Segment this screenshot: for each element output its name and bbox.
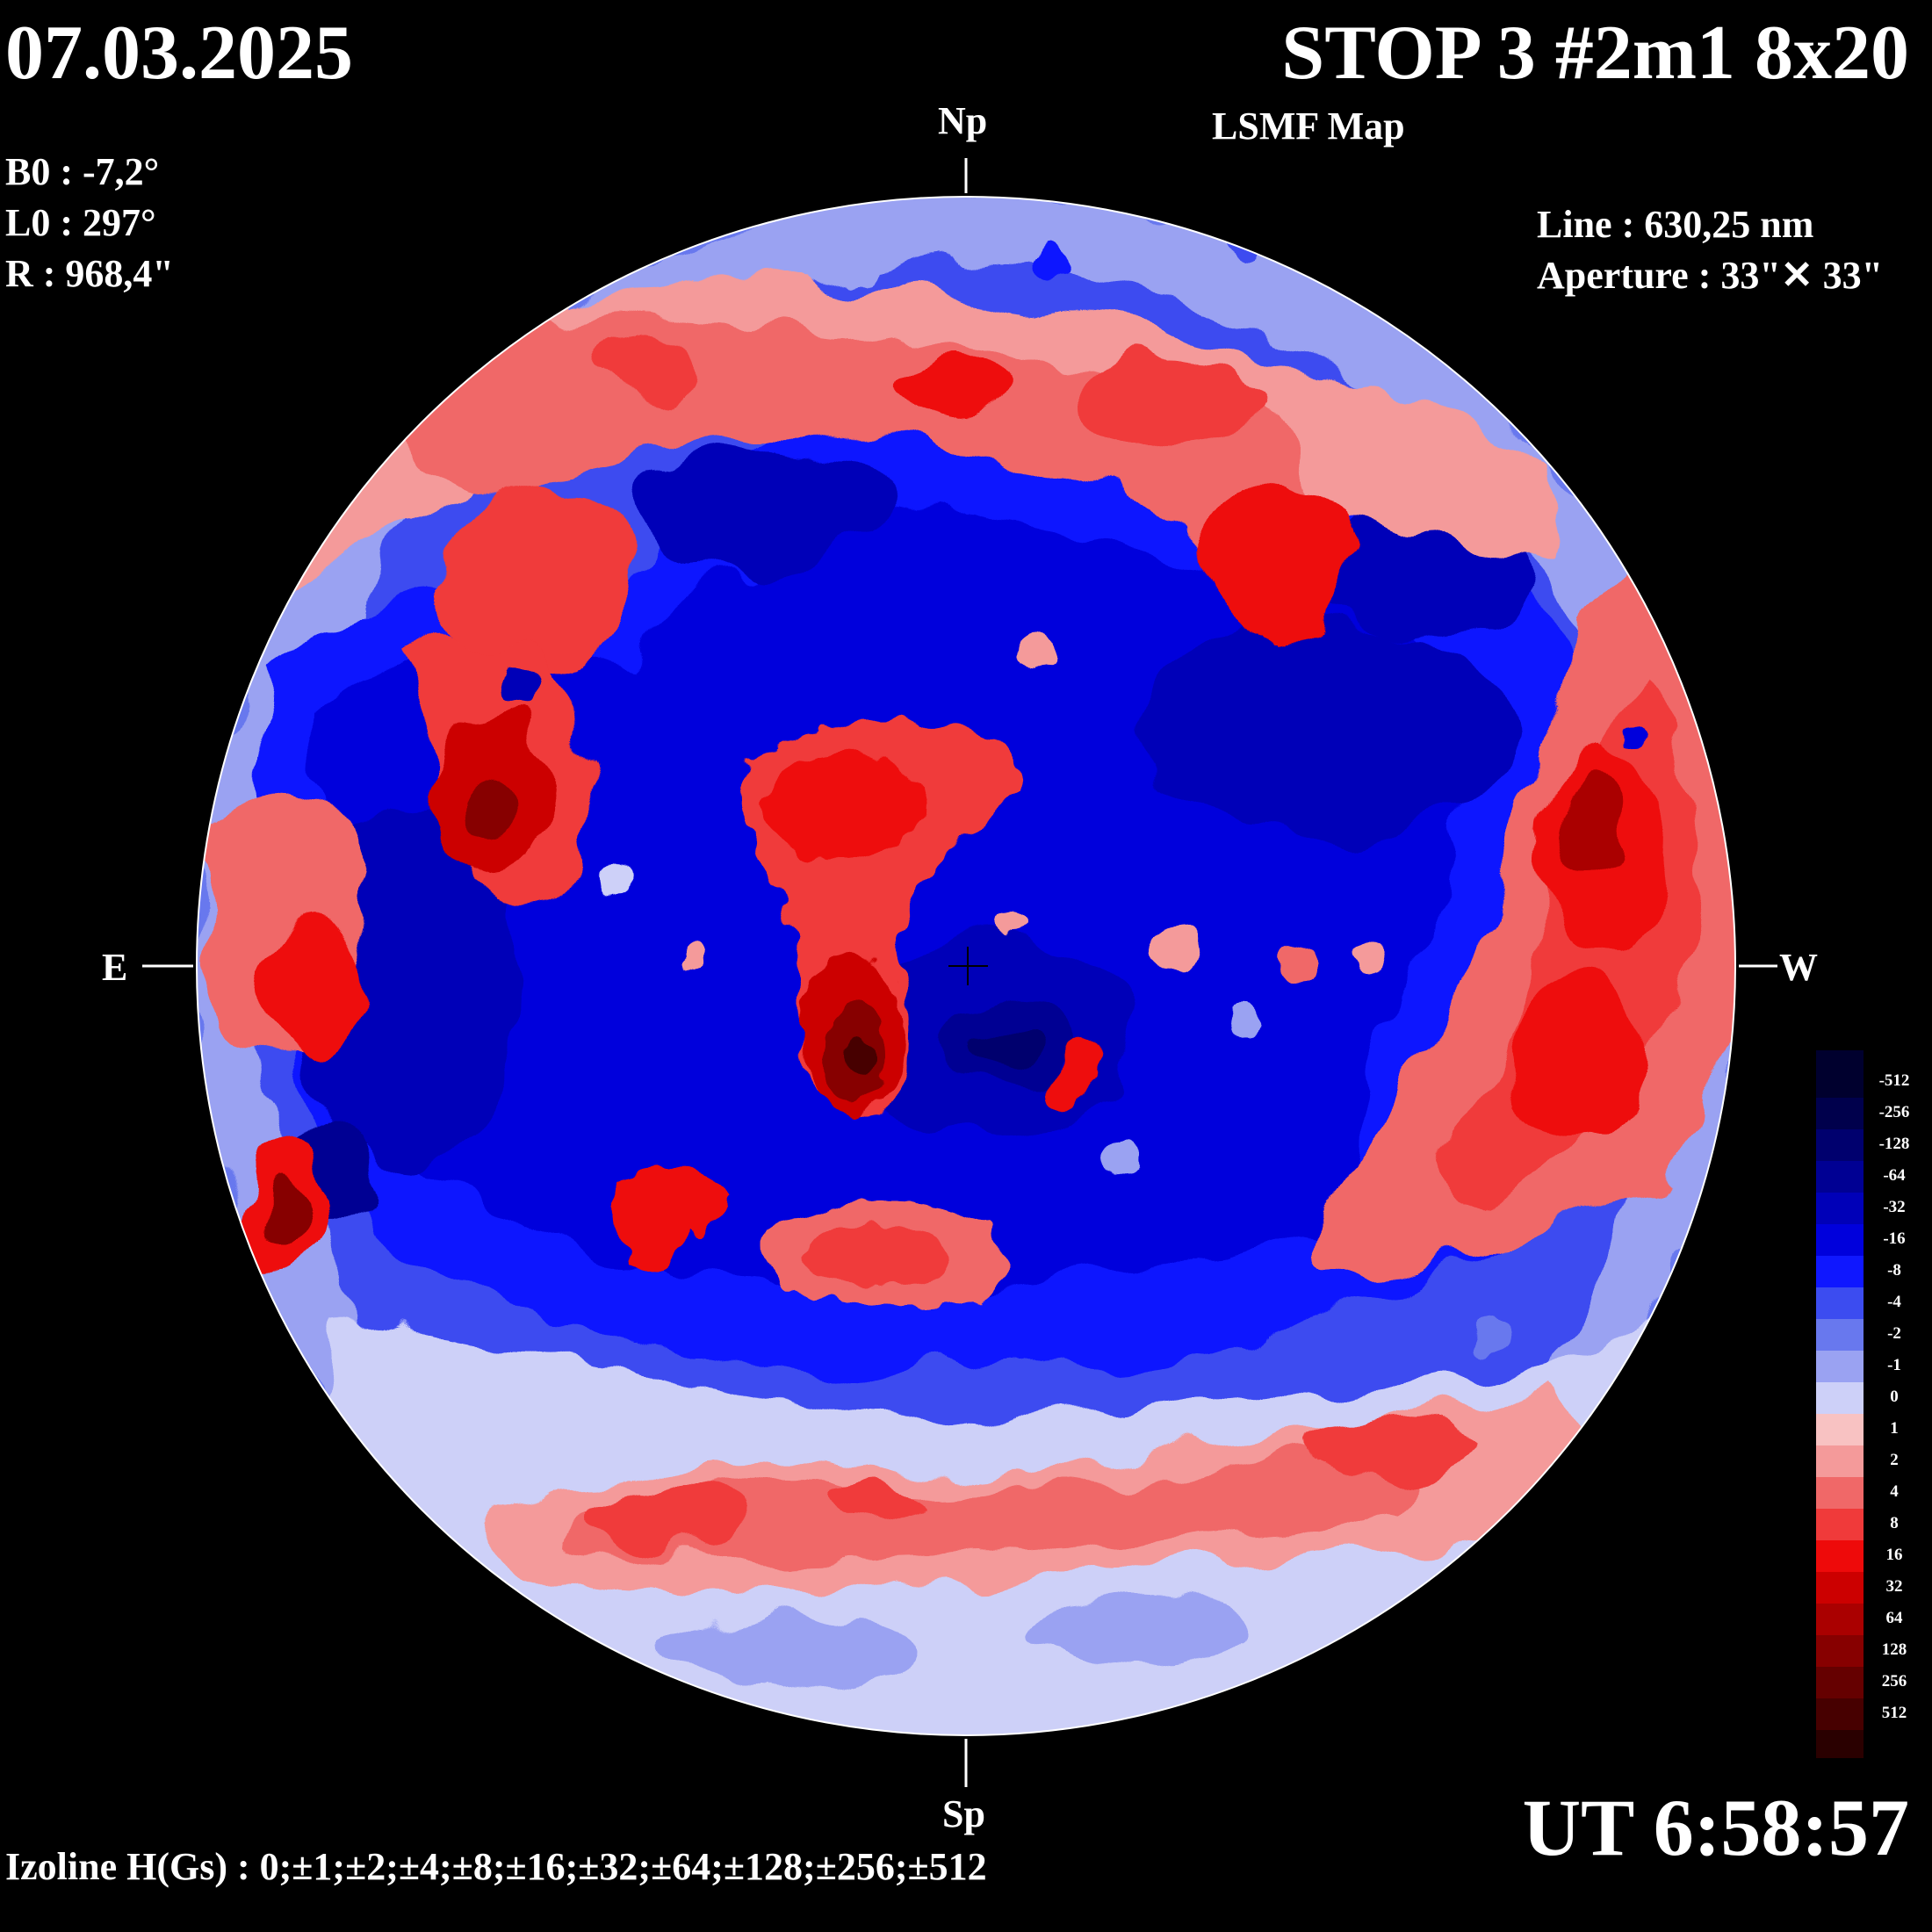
colorbar-label: 0: [1890, 1388, 1899, 1406]
colorbar-label: -512: [1878, 1071, 1910, 1090]
axis-label-west: W: [1779, 946, 1818, 989]
izoline-legend: Izoline H(Gs) : 0;±1;±2;±4;±8;±16;±32;±6…: [5, 1845, 987, 1888]
colorbar-cap: [1816, 1050, 1864, 1066]
colorbar-label: -32: [1883, 1198, 1906, 1216]
axis-label-east: E: [102, 946, 128, 989]
map-subtitle: LSMF Map: [1212, 105, 1405, 148]
ut-time: UT 6:58:57: [1522, 1783, 1909, 1872]
colorbar-label: -128: [1878, 1135, 1910, 1153]
colorbar-label: 4: [1890, 1482, 1899, 1501]
colorbar-swatch: [1816, 1161, 1864, 1193]
colorbar-swatch: [1816, 1287, 1864, 1319]
colorbar-swatch: [1816, 1256, 1864, 1287]
colorbar-swatch: [1816, 1382, 1864, 1414]
colorbar-label: 512: [1881, 1704, 1907, 1722]
colorbar-swatch: [1816, 1414, 1864, 1445]
colorbar-label: -16: [1883, 1229, 1906, 1248]
colorbar-swatch: [1816, 1319, 1864, 1351]
colorbar-swatch: [1816, 1066, 1864, 1098]
colorbar-label: 8: [1890, 1514, 1899, 1532]
colorbar-label: 64: [1885, 1609, 1903, 1627]
colorbar-label: -8: [1887, 1261, 1901, 1280]
colorbar-cap: [1816, 1730, 1864, 1758]
colorbar-label: 16: [1885, 1546, 1903, 1564]
colorbar-label: -256: [1878, 1103, 1910, 1121]
colorbar-label: -1: [1887, 1356, 1901, 1374]
colorbar-swatch: [1816, 1351, 1864, 1382]
colorbar-swatch: [1816, 1193, 1864, 1224]
param-radius: R : 968,4": [5, 252, 174, 295]
colorbar-swatch: [1816, 1667, 1864, 1698]
observation-date: 07.03.2025: [5, 11, 353, 96]
aperture: Aperture : 33"✕ 33": [1537, 254, 1884, 297]
colorbar-swatch: [1816, 1509, 1864, 1540]
colorbar-label: -4: [1887, 1293, 1901, 1311]
colorbar-swatch: [1816, 1224, 1864, 1256]
colorbar-swatch: [1816, 1635, 1864, 1667]
axis-label-north: Np: [938, 99, 988, 142]
colorbar-swatch: [1816, 1698, 1864, 1730]
colorbar-swatch: [1816, 1129, 1864, 1161]
colorbar-swatch: [1816, 1445, 1864, 1477]
colorbar-label: 128: [1881, 1640, 1907, 1659]
colorbar-swatch: [1816, 1604, 1864, 1635]
param-l0: L0 : 297°: [5, 201, 156, 244]
spectral-line: Line : 630,25 nm: [1537, 203, 1814, 246]
colorbar: -512 -256 -128 -64 -32 -16 -8 -4 -2 -1 0 1 2 4 8 16 32 64…: [1816, 1050, 1923, 1758]
param-b0: B0 : -7,2°: [5, 150, 160, 193]
colorbar-label: -64: [1883, 1166, 1906, 1185]
colorbar-label: 1: [1890, 1419, 1899, 1438]
colorbar-label: 32: [1885, 1577, 1903, 1596]
colorbar-label: -2: [1887, 1324, 1901, 1343]
colorbar-label: 256: [1881, 1672, 1907, 1690]
colorbar-swatch: [1816, 1540, 1864, 1572]
map-title: STOP 3 #2m1 8x20: [1281, 11, 1909, 96]
colorbar-swatch: [1816, 1572, 1864, 1604]
colorbar-swatch: [1816, 1477, 1864, 1509]
colorbar-label: 2: [1890, 1451, 1899, 1469]
axis-label-south: Sp: [942, 1792, 985, 1835]
colorbar-swatch: [1816, 1098, 1864, 1129]
